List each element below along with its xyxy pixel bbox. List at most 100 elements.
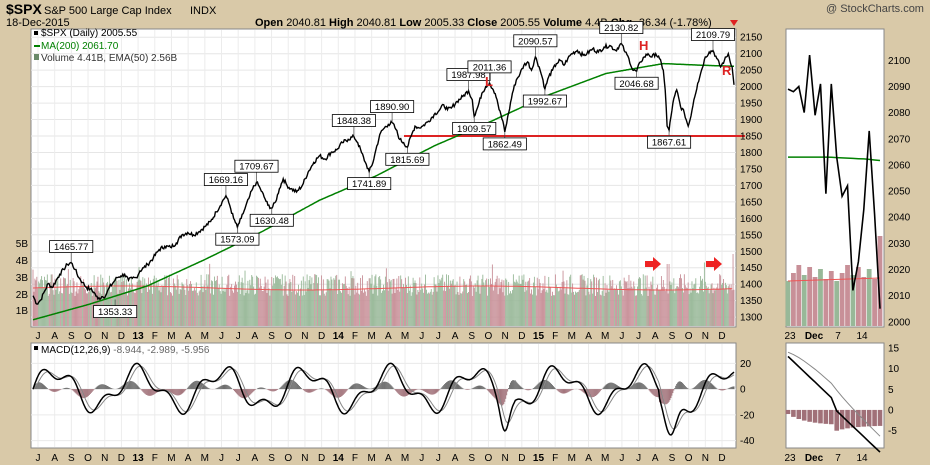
macd-histogram-bar (190, 384, 192, 390)
macd-histogram-bar (571, 389, 573, 391)
annotation-box (234, 159, 279, 173)
macd-histogram-bar (604, 385, 606, 390)
macd-histogram-bar (321, 388, 323, 390)
volume-bar (692, 288, 694, 326)
volume-bar (158, 290, 160, 326)
pattern-letter-r: R (722, 63, 732, 78)
volume-bar (181, 282, 183, 326)
macd-histogram-bar (721, 389, 723, 391)
macd-histogram-bar (460, 386, 462, 390)
macd-histogram-bar (49, 389, 51, 391)
zoom-macd-histogram-bar (877, 409, 883, 426)
annotation-box (482, 137, 527, 151)
volume-bar (365, 295, 367, 326)
volume-bar (681, 278, 682, 326)
macd-histogram-bar (250, 389, 252, 395)
volume-bar (571, 292, 573, 326)
volume-bar (335, 275, 337, 326)
price-tick-label: 2000 (740, 82, 763, 93)
volume-bar (279, 278, 281, 326)
volume-bar (417, 290, 419, 326)
macd-histogram-bar (610, 382, 612, 390)
macd-x-tick-label: N (502, 453, 509, 464)
macd-histogram-bar (227, 385, 229, 390)
volume-bar (528, 280, 530, 326)
volume-bar (464, 281, 466, 326)
macd-histogram-bar (727, 388, 729, 390)
volume-bar (222, 291, 224, 326)
macd-histogram-bar (438, 389, 440, 391)
macd-histogram-bar (129, 381, 130, 390)
volume-bar (512, 274, 514, 326)
macd-histogram-bar (632, 385, 634, 390)
volume-bar (57, 275, 59, 326)
macd-histogram-bar (708, 381, 710, 390)
macd-histogram-bar (673, 389, 675, 391)
volume-bar (332, 290, 334, 326)
macd-histogram-bar (512, 380, 514, 390)
volume-bar (715, 288, 717, 326)
volume-bar (710, 284, 712, 326)
volume-bar (131, 283, 133, 326)
zoom-price-line (787, 55, 881, 309)
macd-histogram-bar (105, 384, 107, 390)
price-tick-label: 1800 (740, 148, 763, 159)
macd-histogram-bar (682, 383, 684, 390)
volume-bar (341, 283, 343, 326)
volume-tick-label: 2B (16, 290, 29, 301)
macd-histogram-bar (405, 389, 407, 397)
volume-bar (256, 276, 258, 326)
volume-bar (507, 295, 509, 326)
macd-histogram-bar (426, 389, 427, 393)
annotation-box (385, 152, 430, 166)
macd-histogram-bar (88, 389, 90, 396)
macd-histogram-bar (537, 383, 539, 390)
volume-bar (315, 274, 317, 326)
volume-bar (353, 278, 355, 326)
volume-bar (63, 277, 65, 326)
macd-x-tick-label: O (84, 453, 92, 464)
macd-histogram-bar (493, 389, 495, 398)
volume-legend-text: Volume 4.41B, EMA(50) 2.56B (41, 53, 178, 64)
volume-bar (357, 282, 359, 326)
price-tick-label: 1850 (740, 132, 763, 143)
macd-histogram-bar (389, 384, 391, 390)
volume-bar (363, 289, 365, 326)
volume-bar (43, 287, 44, 326)
volume-bar (451, 280, 453, 326)
macd-histogram-bar (437, 389, 439, 392)
macd-histogram-bar (599, 389, 601, 392)
volume-bar (239, 294, 241, 326)
zoom-volume-bar (850, 275, 856, 326)
volume-bar (483, 282, 485, 326)
zoom-volume-bar (785, 281, 791, 326)
macd-histogram-bar (667, 389, 669, 404)
macd-histogram-bar (714, 386, 716, 390)
volume-bar (287, 295, 289, 326)
x-tick-label: S (268, 331, 275, 342)
volume-bar (488, 279, 490, 326)
volume-bar (80, 276, 82, 326)
volume-bar (304, 281, 306, 326)
volume-bar (46, 274, 48, 326)
volume-bar (621, 290, 623, 326)
macd-histogram-bar (412, 389, 414, 392)
macd-histogram-bar (428, 389, 430, 395)
volume-bar (441, 277, 443, 326)
volume-bar (618, 281, 620, 326)
volume-bar (185, 294, 187, 326)
volume-bar (481, 278, 483, 326)
macd-histogram-bar (699, 382, 701, 390)
macd-histogram-bar (267, 389, 269, 390)
macd-histogram-bar (508, 387, 510, 390)
macd-histogram-bar (158, 389, 160, 392)
zoom-volume-bar (796, 265, 802, 326)
macd-histogram-bar (683, 384, 685, 390)
volume-bar (64, 278, 65, 326)
volume-bar (373, 285, 375, 326)
macd-histogram-bar (93, 389, 95, 390)
volume-bar (448, 288, 450, 326)
macd-histogram-bar (57, 389, 59, 392)
volume-bar (60, 278, 62, 326)
volume-tick-label: 5B (16, 239, 29, 250)
